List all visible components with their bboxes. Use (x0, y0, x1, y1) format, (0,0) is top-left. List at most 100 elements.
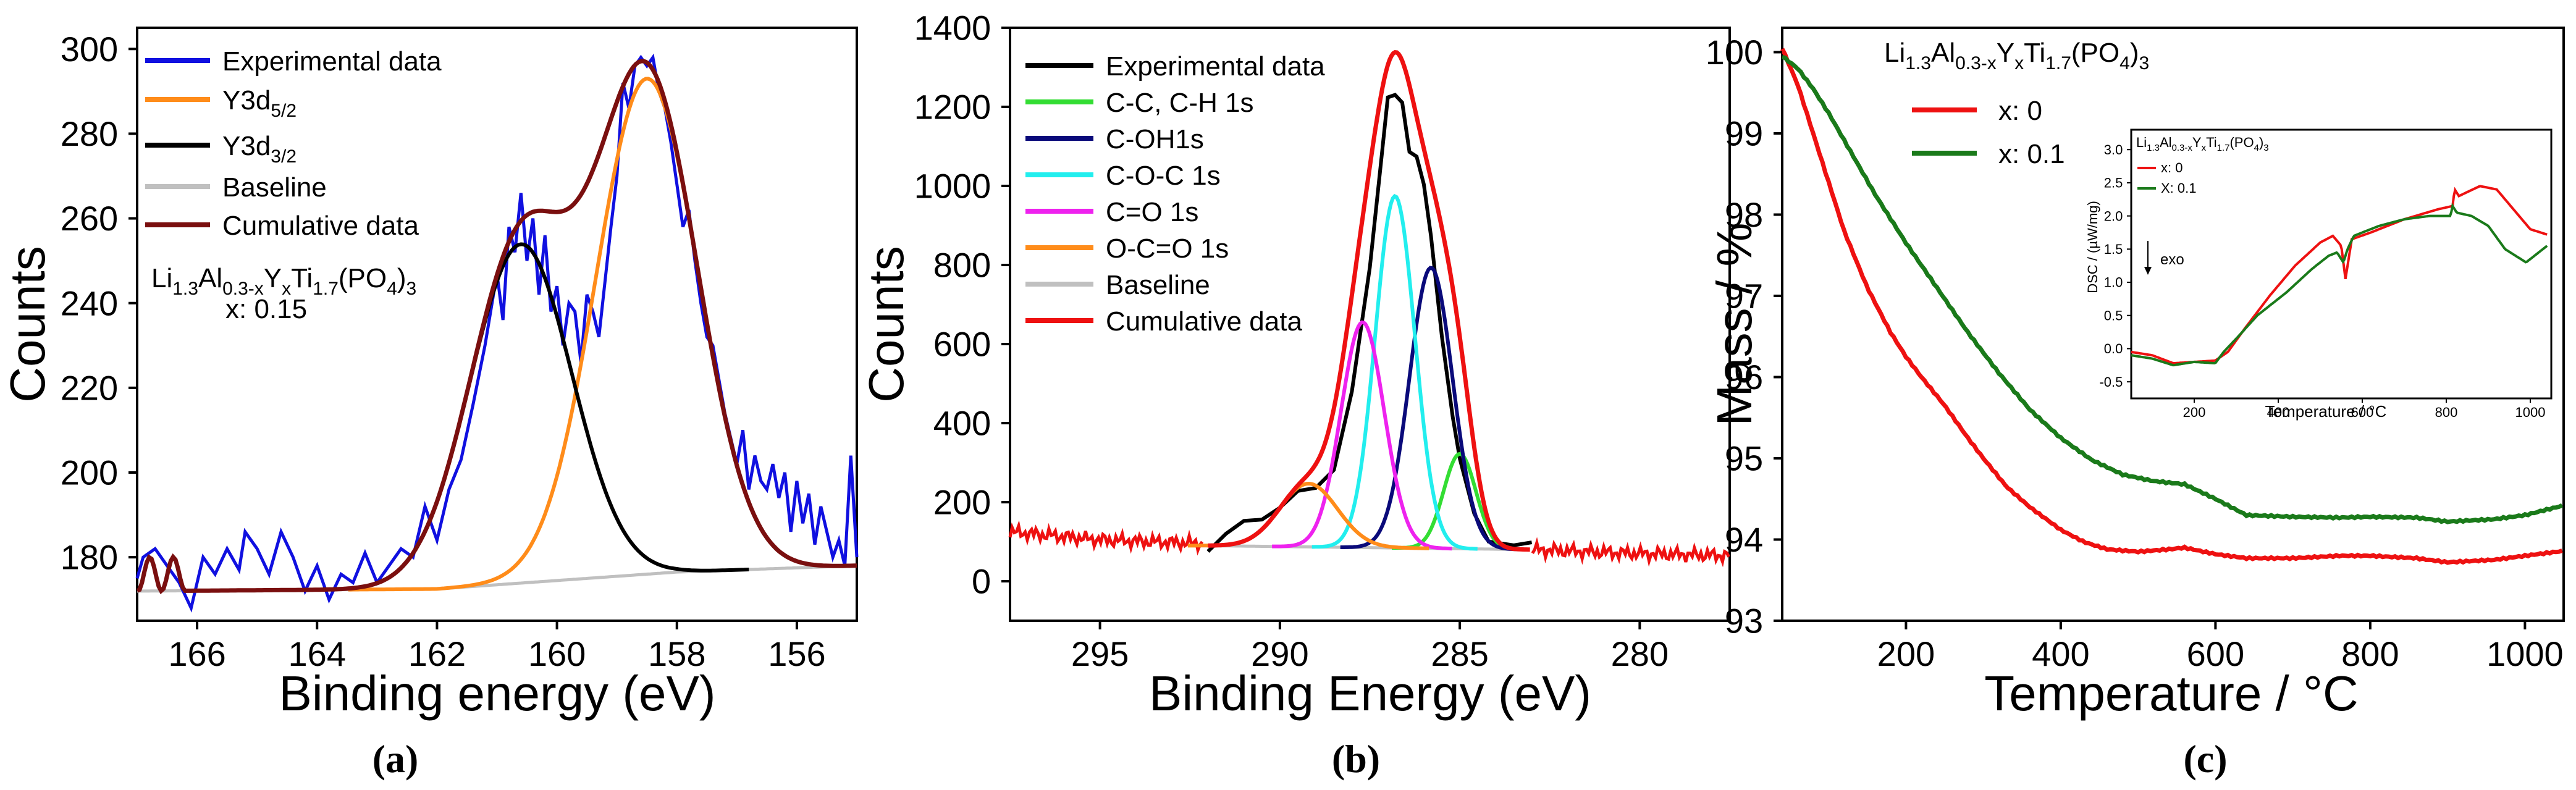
legend-label-co: C=O 1s (1106, 197, 1198, 227)
inset-xtick-label-1000: 1000 (2515, 405, 2546, 420)
panel-c-axes: 200 400 600 800 1000 93 94 95 96 97 98 99 100 (1706, 33, 2564, 673)
a-xtick-label-164: 164 (288, 634, 346, 673)
c-xtick-label-200: 200 (1877, 634, 1935, 673)
panel-c-legend: Li1.3Al0.3-xYxTi1.7(PO4)3 x: 0 x: 0.1 (1884, 38, 2149, 169)
b-ytick-label-1400: 1400 (914, 9, 991, 48)
c-ytick-label-96: 96 (1725, 358, 1763, 397)
panel-a-xlabel: Binding energy (eV) (279, 666, 715, 721)
a-xtick-label-156: 156 (768, 634, 825, 673)
a-xtick-label-160: 160 (528, 634, 586, 673)
inset-xtick-label-400: 400 (2267, 405, 2290, 420)
panel-b-curves (1008, 49, 1730, 568)
inset-xtick-label-600: 600 (2351, 405, 2374, 420)
inset-exo-label: exo (2160, 251, 2184, 268)
c-ytick-label-100: 100 (1706, 33, 1763, 72)
cumulative-data-line (136, 59, 857, 595)
inset-frame (2130, 128, 2553, 400)
a-ytick-label-200: 200 (61, 453, 118, 492)
panel-b-label: (b) (1332, 737, 1380, 781)
b-xtick-label-280: 280 (1611, 634, 1669, 673)
b-ytick-label-0: 0 (972, 562, 991, 601)
legend-label-cumulative: Cumulative data (222, 211, 419, 241)
c-ytick-label-93: 93 (1725, 602, 1763, 641)
legend-label-oco: O-C=O 1s (1106, 233, 1229, 264)
legend-label-experimental: Experimental data (222, 46, 442, 77)
c-xtick-label-400: 400 (2032, 634, 2089, 673)
legend-label-coc: C-O-C 1s (1106, 161, 1221, 191)
legend-label-x0: x: 0 (1998, 96, 2042, 126)
panel-a-formula: Li1.3Al0.3-xYxTi1.7(PO4)3 (151, 263, 416, 299)
panel-b-legend: Experimental data C-C, C-H 1s C-OH1s C-O… (1025, 51, 1325, 337)
inset-legend-label-x0: x: 0 (2161, 160, 2182, 175)
outer-trace-left (1008, 520, 1204, 556)
tga-x0-line (1780, 48, 2563, 565)
c-ytick-label-99: 99 (1725, 114, 1763, 153)
panel-a-curves (135, 53, 859, 613)
panel-a-legend: Experimental data Y3d5/2 Y3d3/2 Baseline… (145, 46, 442, 241)
outer-trace-right (1531, 537, 1730, 568)
coc-peak-line (1311, 193, 1478, 551)
legend-label-baseline: Baseline (222, 172, 327, 203)
inset-xlabel: Temperature / °C (2265, 402, 2387, 421)
inset-xtick-label-200: 200 (2183, 405, 2206, 420)
exo-arrowhead-icon (2144, 267, 2152, 275)
panel-b: 295 290 285 280 0 200 400 600 800 1000 1200 1400 Co… (859, 9, 1731, 781)
legend-title: Li1.3Al0.3-xYxTi1.7(PO4)3 (1884, 38, 2149, 74)
a-xtick-label-158: 158 (648, 634, 705, 673)
panel-c-xlabel: Temperature / °C (1984, 666, 2359, 721)
panel-a: 166 164 162 160 158 156180200220240260280300 … (0, 27, 859, 781)
inset-curves (2131, 185, 2548, 367)
b-ytick-label-400: 400 (933, 404, 991, 443)
c-ytick-label-94: 94 (1725, 520, 1763, 559)
inset-ytick-label-1: 1.0 (2104, 275, 2123, 290)
a-xtick-label-162: 162 (408, 634, 466, 673)
panel-a-axes: 166 164 162 160 158 156 180 200 220 240 260 280 300 (61, 30, 826, 673)
panel-a-ylabel: Counts (0, 246, 55, 402)
inset-ytick-label-2.5: 2.5 (2104, 175, 2123, 191)
inset-ytick-label-3: 3.0 (2104, 142, 2123, 158)
panel-b-axes: 295 290 285 280 0 200 400 600 800 1000 1200 1400 (914, 9, 1669, 673)
b-ytick-label-600: 600 (933, 325, 991, 364)
legend-label-coh: C-OH1s (1106, 124, 1204, 154)
b-ytick-label-800: 800 (933, 246, 991, 285)
a-ytick-label-260: 260 (61, 199, 118, 238)
panel-b-xlabel: Binding Energy (eV) (1149, 666, 1591, 721)
c-xtick-label-800: 800 (2341, 634, 2399, 673)
inset-xtick-label-800: 800 (2435, 405, 2458, 420)
panel-c-label: (c) (2183, 737, 2227, 781)
legend-label-y3d52: Y3d5/2 (222, 85, 297, 121)
a-ytick-label-220: 220 (61, 368, 118, 407)
c-ytick-label-98: 98 (1725, 195, 1763, 234)
inset-ylabel: DSC / (µW/mg) (2085, 201, 2100, 293)
inset-legend-label-x01: X: 0.1 (2161, 180, 2196, 196)
a-ytick-label-180: 180 (61, 538, 118, 577)
legend-label-baseline: Baseline (1106, 270, 1210, 300)
panel-b-frame (1009, 27, 1731, 622)
c-xtick-label-600: 600 (2187, 634, 2244, 673)
inset-ytick-label-2: 2.0 (2104, 208, 2123, 224)
legend-label-x01: x: 0.1 (1998, 139, 2065, 169)
b-ytick-label-1000: 1000 (914, 167, 991, 206)
b-xtick-label-285: 285 (1431, 634, 1488, 673)
legend-label-cumulative: Cumulative data (1106, 306, 1302, 337)
inset-ytick-label-0: 0.0 (2104, 341, 2123, 356)
panel-a-frame (136, 27, 858, 622)
legend-label-y3d32: Y3d3/2 (222, 131, 297, 167)
c-ytick-label-95: 95 (1725, 439, 1763, 478)
panel-c-curves (1780, 48, 2564, 565)
a-ytick-label-280: 280 (61, 114, 118, 153)
inset-ytick-label--0.5: -0.5 (2099, 374, 2123, 390)
inset-ytick-label-1.5: 1.5 (2104, 242, 2123, 257)
a-xtick-label-166: 166 (168, 634, 225, 673)
b-ytick-label-200: 200 (933, 483, 991, 522)
legend-label-cc: C-C, C-H 1s (1106, 88, 1254, 118)
a-ytick-label-300: 300 (61, 30, 118, 69)
co-peak-line (1272, 320, 1452, 551)
b-xtick-label-295: 295 (1071, 634, 1129, 673)
dsc-x01-line (2131, 203, 2548, 367)
panel-a-composition: x: 0.15 (225, 294, 307, 324)
legend-label-experimental: Experimental data (1106, 51, 1325, 82)
c-xtick-label-1000: 1000 (2486, 634, 2564, 673)
b-ytick-label-1200: 1200 (914, 88, 991, 127)
